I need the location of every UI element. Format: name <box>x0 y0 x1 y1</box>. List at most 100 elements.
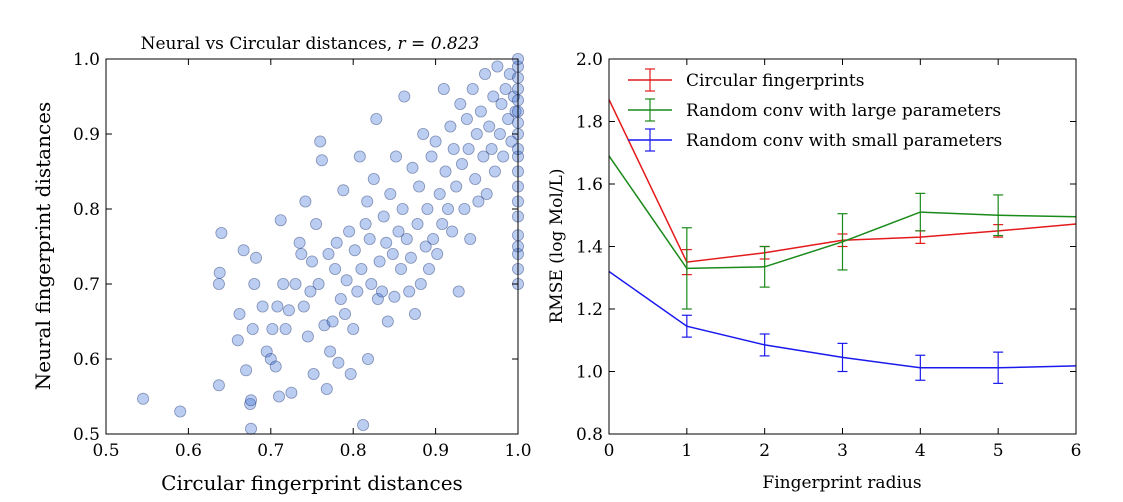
scatter-point <box>375 285 388 298</box>
scatter-point <box>248 277 261 290</box>
scatter-point <box>483 120 496 133</box>
scatter-point <box>422 262 435 275</box>
scatter-point <box>404 251 417 264</box>
scatter-point <box>264 352 277 365</box>
scatter-point <box>348 244 361 257</box>
scatter-point <box>244 397 257 410</box>
scatter-point <box>344 367 357 380</box>
scatter-point <box>371 292 384 305</box>
scatter-point <box>326 315 339 328</box>
line-y-tick-label: 2.0 <box>576 50 603 70</box>
scatter-point <box>338 307 351 320</box>
scatter-point <box>439 165 452 178</box>
scatter-point <box>495 98 508 111</box>
scatter-point <box>380 236 393 249</box>
scatter-point <box>419 240 432 253</box>
scatter-point <box>244 422 257 435</box>
scatter-panel: Neural vs Circular distances, r = 0.823 … <box>31 34 532 495</box>
scatter-x-ticks: 0.5 0.6 0.7 0.8 0.9 1.0 <box>92 59 532 461</box>
line-x-tick-label: 5 <box>993 441 1004 461</box>
scatter-point <box>388 290 401 303</box>
line-panel: 0 1 2 3 4 5 6 0.8 1.0 1.2 1.4 1.6 1.8 2.0 Circular f… <box>547 50 1081 493</box>
scatter-point <box>488 165 501 178</box>
line-y-tick-label: 1.4 <box>576 238 603 258</box>
scatter-point <box>502 113 515 126</box>
scatter-point <box>233 307 246 320</box>
scatter-point <box>493 127 506 140</box>
line-x-tick-label: 6 <box>1071 441 1082 461</box>
scatter-point <box>293 236 306 249</box>
scatter-point <box>363 232 376 245</box>
line-y-tick-label: 0.8 <box>576 425 603 445</box>
scatter-point <box>174 405 187 418</box>
scatter-point <box>507 90 520 103</box>
scatter-point <box>312 277 325 290</box>
scatter-point <box>351 285 364 298</box>
scatter-point <box>359 217 372 230</box>
scatter-point <box>304 285 317 298</box>
scatter-point <box>425 150 438 163</box>
scatter-point <box>408 307 421 320</box>
scatter-point <box>437 83 450 96</box>
scatter-point <box>497 150 510 163</box>
scatter-point <box>503 68 516 81</box>
scatter-point <box>337 184 350 197</box>
scatter-point <box>458 202 471 215</box>
line-series-group <box>608 99 1077 384</box>
scatter-points <box>137 53 525 435</box>
scatter-point <box>307 367 320 380</box>
scatter-point <box>314 135 327 148</box>
line-legend: Circular fingerprints Random conv with la… <box>628 68 1002 152</box>
line-y-tick-label: 1.6 <box>576 175 603 195</box>
scatter-point <box>485 142 498 155</box>
scatter-x-tick-label: 0.6 <box>175 441 202 461</box>
scatter-point <box>277 277 290 290</box>
scatter-point <box>431 247 444 260</box>
scatter-point <box>400 232 413 245</box>
scatter-point <box>474 105 487 118</box>
scatter-point <box>469 172 482 185</box>
scatter-point <box>505 135 518 148</box>
scatter-point <box>373 255 386 268</box>
scatter-point <box>436 217 449 230</box>
scatter-x-tick-label: 0.9 <box>422 441 449 461</box>
scatter-point <box>460 113 473 126</box>
scatter-point <box>466 83 479 96</box>
scatter-point <box>318 319 331 332</box>
scatter-point <box>421 202 434 215</box>
scatter-point <box>343 225 356 238</box>
scatter-point <box>411 217 424 230</box>
line-x-tick-label: 4 <box>915 441 926 461</box>
scatter-point <box>480 187 493 200</box>
scatter-point <box>322 247 335 260</box>
scatter-point <box>355 262 368 275</box>
scatter-x-tick-label: 1.0 <box>504 441 531 461</box>
scatter-point <box>212 277 225 290</box>
scatter-point <box>365 277 378 290</box>
scatter-point <box>285 386 298 399</box>
scatter-point <box>301 330 314 343</box>
line-y-axis-label: RMSE (log Mol/L) <box>547 169 567 324</box>
scatter-point <box>269 360 282 373</box>
scatter-point <box>137 392 150 405</box>
line-y-ticks: 0.8 1.0 1.2 1.4 1.6 1.8 2.0 <box>576 50 1076 445</box>
scatter-x-tick-label: 0.5 <box>92 441 119 461</box>
scatter-point <box>470 127 483 140</box>
scatter-y-tick-label: 0.7 <box>73 275 100 295</box>
legend-label: Circular fingerprints <box>686 71 864 91</box>
scatter-point <box>361 352 374 365</box>
scatter-point <box>414 277 427 290</box>
scatter-point <box>240 364 253 377</box>
scatter-point <box>464 232 477 245</box>
scatter-point <box>454 98 467 111</box>
scatter-point <box>447 142 460 155</box>
scatter-point <box>389 150 402 163</box>
scatter-point <box>462 142 475 155</box>
scatter-x-tick-label: 0.8 <box>340 441 367 461</box>
scatter-point <box>340 274 353 287</box>
line-x-tick-label: 0 <box>604 441 615 461</box>
line-y-tick-label: 1.0 <box>576 363 603 383</box>
scatter-point <box>452 285 465 298</box>
scatter-point <box>272 390 285 403</box>
